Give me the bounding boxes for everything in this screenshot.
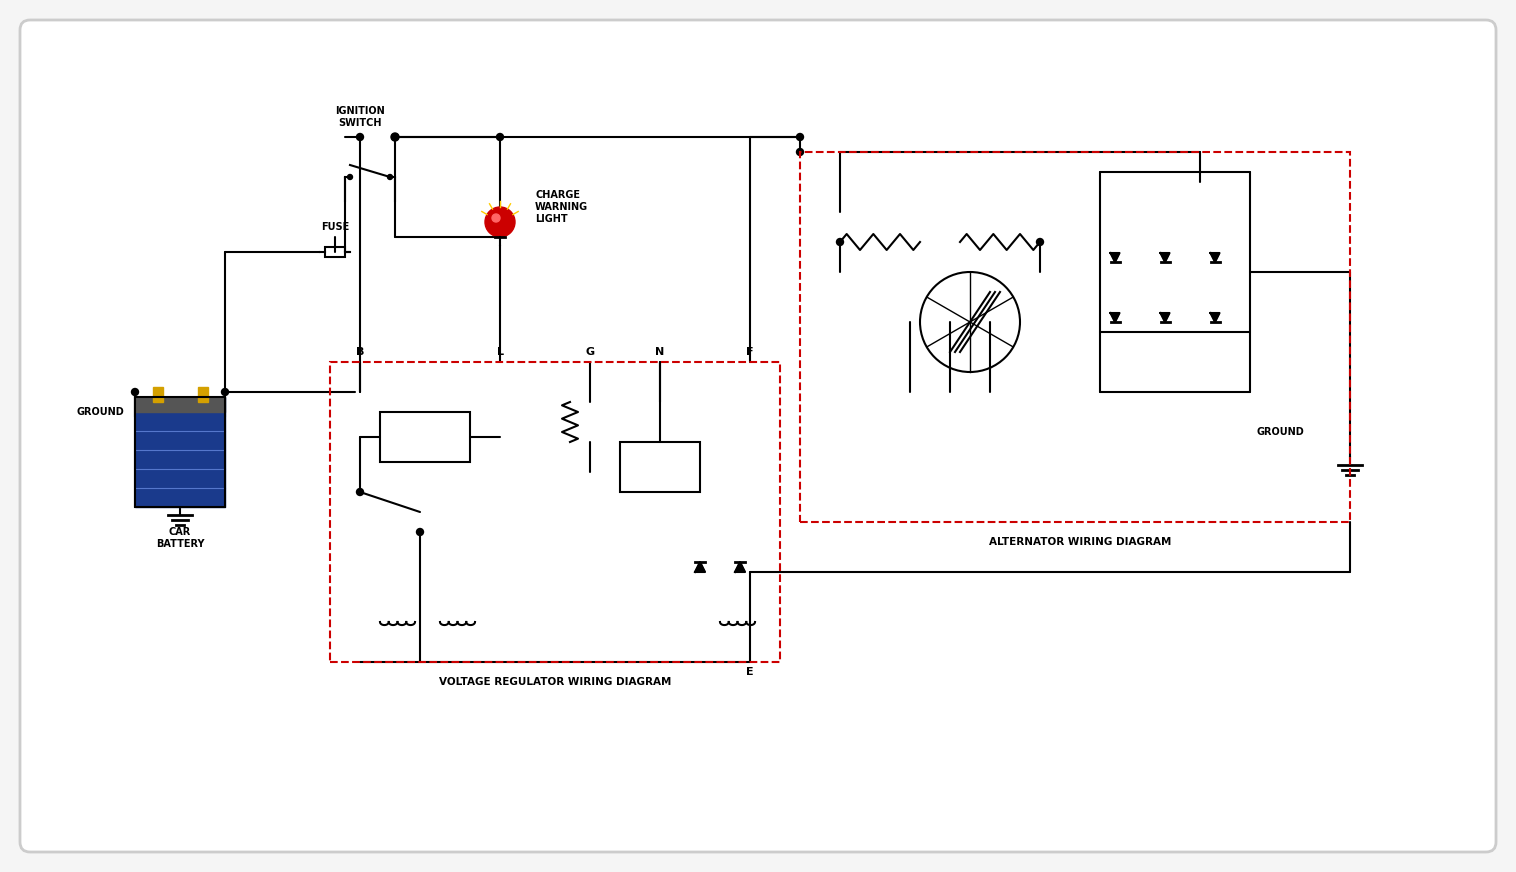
Circle shape — [417, 528, 423, 535]
Text: GROUND: GROUND — [1257, 427, 1304, 437]
Polygon shape — [1210, 253, 1219, 262]
Bar — [324, 247, 346, 257]
Circle shape — [485, 207, 515, 237]
Circle shape — [497, 133, 503, 140]
Polygon shape — [1111, 253, 1119, 262]
Text: B: B — [356, 347, 364, 357]
Circle shape — [796, 148, 803, 155]
Bar — [800, 152, 1351, 522]
Bar — [153, 387, 162, 402]
Polygon shape — [735, 562, 744, 572]
Circle shape — [391, 133, 399, 141]
Text: ALTERNATOR WIRING DIAGRAM: ALTERNATOR WIRING DIAGRAM — [988, 537, 1172, 547]
Text: L: L — [497, 347, 503, 357]
Circle shape — [1037, 239, 1043, 246]
Bar — [330, 362, 781, 662]
FancyBboxPatch shape — [20, 20, 1496, 852]
Polygon shape — [1161, 313, 1169, 322]
Circle shape — [356, 488, 364, 495]
Text: CAR
BATTERY: CAR BATTERY — [156, 527, 205, 548]
Text: G: G — [585, 347, 594, 357]
Text: FUSE: FUSE — [321, 222, 349, 232]
Text: VOLTAGE REGULATOR WIRING DIAGRAM: VOLTAGE REGULATOR WIRING DIAGRAM — [438, 677, 672, 687]
Bar — [135, 397, 224, 412]
Polygon shape — [1161, 253, 1169, 262]
Bar — [381, 412, 470, 462]
Circle shape — [132, 389, 138, 396]
Text: F: F — [746, 347, 753, 357]
Circle shape — [221, 389, 229, 396]
Circle shape — [796, 133, 803, 140]
Text: GROUND: GROUND — [76, 407, 124, 417]
Text: E: E — [746, 667, 753, 677]
Circle shape — [837, 239, 843, 246]
Polygon shape — [694, 562, 705, 572]
Circle shape — [347, 174, 353, 180]
Circle shape — [356, 133, 364, 140]
Bar — [135, 397, 224, 507]
Text: N: N — [655, 347, 664, 357]
Circle shape — [493, 214, 500, 222]
Circle shape — [388, 174, 393, 180]
Bar — [135, 397, 224, 507]
Polygon shape — [1111, 313, 1119, 322]
Text: CHARGE
WARNING
LIGHT: CHARGE WARNING LIGHT — [535, 190, 588, 223]
Bar — [197, 387, 208, 402]
Text: IGNITION
SWITCH: IGNITION SWITCH — [335, 106, 385, 128]
Polygon shape — [1210, 313, 1219, 322]
Bar — [620, 442, 700, 492]
